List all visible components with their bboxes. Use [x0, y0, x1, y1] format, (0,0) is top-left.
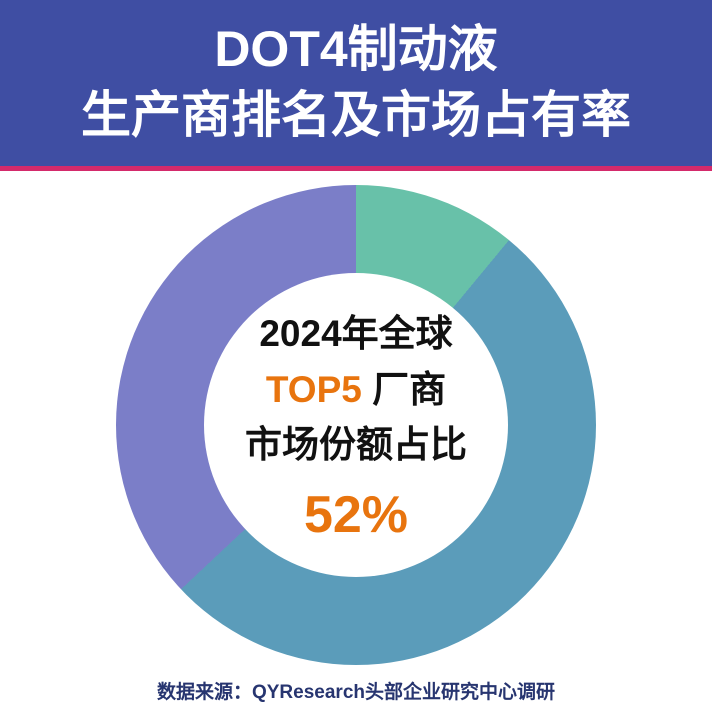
center-title-line-3: 市场份额占比	[245, 424, 467, 466]
data-source-caption: 数据来源：QYResearch头部企业研究中心调研	[156, 682, 555, 703]
center-share-value: 52%	[303, 485, 409, 544]
donut-hole: 2024年全球 TOP5 厂商 市场份额占比 52%	[204, 273, 508, 577]
center-title-line-2-rest: 厂商	[361, 368, 447, 410]
center-title-line-2: TOP5 厂商	[266, 362, 446, 418]
top5-highlight: TOP5	[265, 368, 362, 410]
donut-chart: 2024年全球 TOP5 厂商 市场份额占比 52%	[116, 185, 596, 665]
chart-area: 2024年全球 TOP5 厂商 市场份额占比 52%	[0, 185, 712, 665]
title-line-1: DOT4制动液	[214, 21, 498, 77]
center-title-line-1: 2024年全球	[259, 313, 453, 355]
title-line-2: 生产商排名及市场占有率	[81, 87, 631, 143]
header-divider	[0, 166, 712, 171]
header-banner: DOT4制动液 生产商排名及市场占有率	[0, 0, 712, 166]
